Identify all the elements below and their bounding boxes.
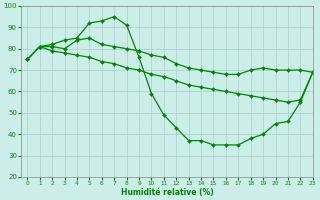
X-axis label: Humidité relative (%): Humidité relative (%) [121, 188, 213, 197]
